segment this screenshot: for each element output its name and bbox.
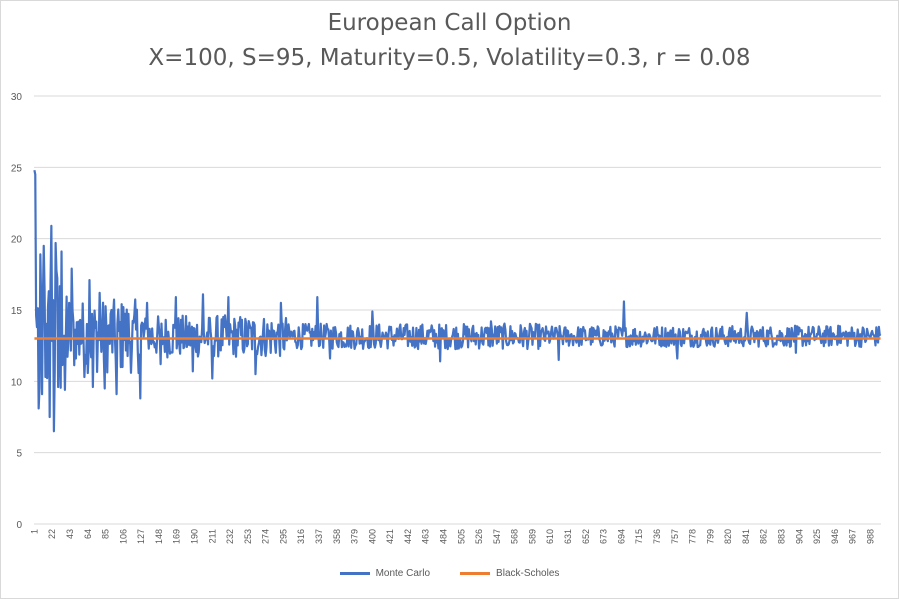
x-tick-label-379: 379 [350,529,360,544]
legend-swatch-monte-carlo [339,572,370,575]
x-tick-label-946: 946 [830,529,840,544]
x-tick-label-484: 484 [439,529,449,544]
x-tick-label-547: 547 [492,529,502,544]
x-tick-label-316: 316 [296,529,306,544]
chart-title: European Call Option [327,10,572,36]
x-tick-label-169: 169 [172,529,182,544]
x-tick-label-967: 967 [848,529,858,544]
chart-subtitle: X=100, S=95, Maturity=0.5, Volatility=0.… [148,45,751,71]
x-tick-label-526: 526 [474,529,484,544]
y-tick-label-10: 10 [11,377,23,388]
y-tick-label-25: 25 [11,163,23,174]
x-tick-label-148: 148 [154,529,164,544]
x-tick-label-421: 421 [385,529,395,544]
x-tick-label-85: 85 [101,529,111,539]
x-tick-label-22: 22 [47,529,57,539]
y-tick-label-15: 15 [11,306,23,317]
x-tick-label-43: 43 [65,529,75,539]
legend-item-black-scholes: Black-Scholes [460,568,559,579]
x-tick-label-358: 358 [332,529,342,544]
x-tick-label-64: 64 [83,529,93,539]
x-tick-label-442: 442 [403,529,413,544]
x-tick-label-673: 673 [599,529,609,544]
x-tick-label-211: 211 [207,529,217,543]
y-tick-label-20: 20 [11,235,23,246]
x-tick-label-253: 253 [243,529,253,544]
series-line-monte-carlo [33,169,882,433]
x-tick-label-694: 694 [616,529,626,544]
x-tick-label-988: 988 [865,529,875,544]
x-tick-label-610: 610 [545,529,555,544]
x-tick-label-862: 862 [759,529,769,544]
legend-label-black-scholes: Black-Scholes [496,568,560,579]
x-tick-label-799: 799 [705,529,715,544]
x-tick-label-337: 337 [314,529,324,544]
x-tick-label-274: 274 [261,529,271,544]
x-tick-label-904: 904 [794,529,804,544]
x-tick-label-820: 820 [723,529,733,544]
x-tick-label-463: 463 [421,529,431,544]
legend-swatch-black-scholes [460,572,491,575]
x-tick-label-841: 841 [741,529,751,544]
x-tick-label-568: 568 [510,529,520,544]
x-tick-label-883: 883 [776,529,786,544]
x-tick-label-106: 106 [118,529,128,544]
x-tick-label-715: 715 [634,529,644,544]
x-tick-label-295: 295 [278,529,288,544]
y-tick-label-0: 0 [16,520,22,531]
x-tick-label-190: 190 [190,529,200,544]
legend-item-monte-carlo: Monte Carlo [339,568,431,579]
y-tick-label-5: 5 [16,449,22,460]
x-tick-label-127: 127 [136,529,146,544]
x-tick-label-736: 736 [652,529,662,544]
x-tick-label-505: 505 [456,529,466,544]
x-tick-label-400: 400 [367,529,377,544]
y-tick-label-30: 30 [11,92,23,103]
x-tick-label-925: 925 [812,529,822,544]
x-tick-label-778: 778 [688,529,698,544]
x-tick-label-631: 631 [563,529,573,544]
legend-label-monte-carlo: Monte Carlo [375,568,431,579]
legend: Monte Carlo Black-Scholes [0,568,899,579]
x-tick-label-232: 232 [225,529,235,544]
x-tick-label-652: 652 [581,529,591,544]
x-tick-label-589: 589 [527,529,537,544]
x-tick-label-757: 757 [670,529,680,544]
x-tick-label-1: 1 [29,529,39,534]
